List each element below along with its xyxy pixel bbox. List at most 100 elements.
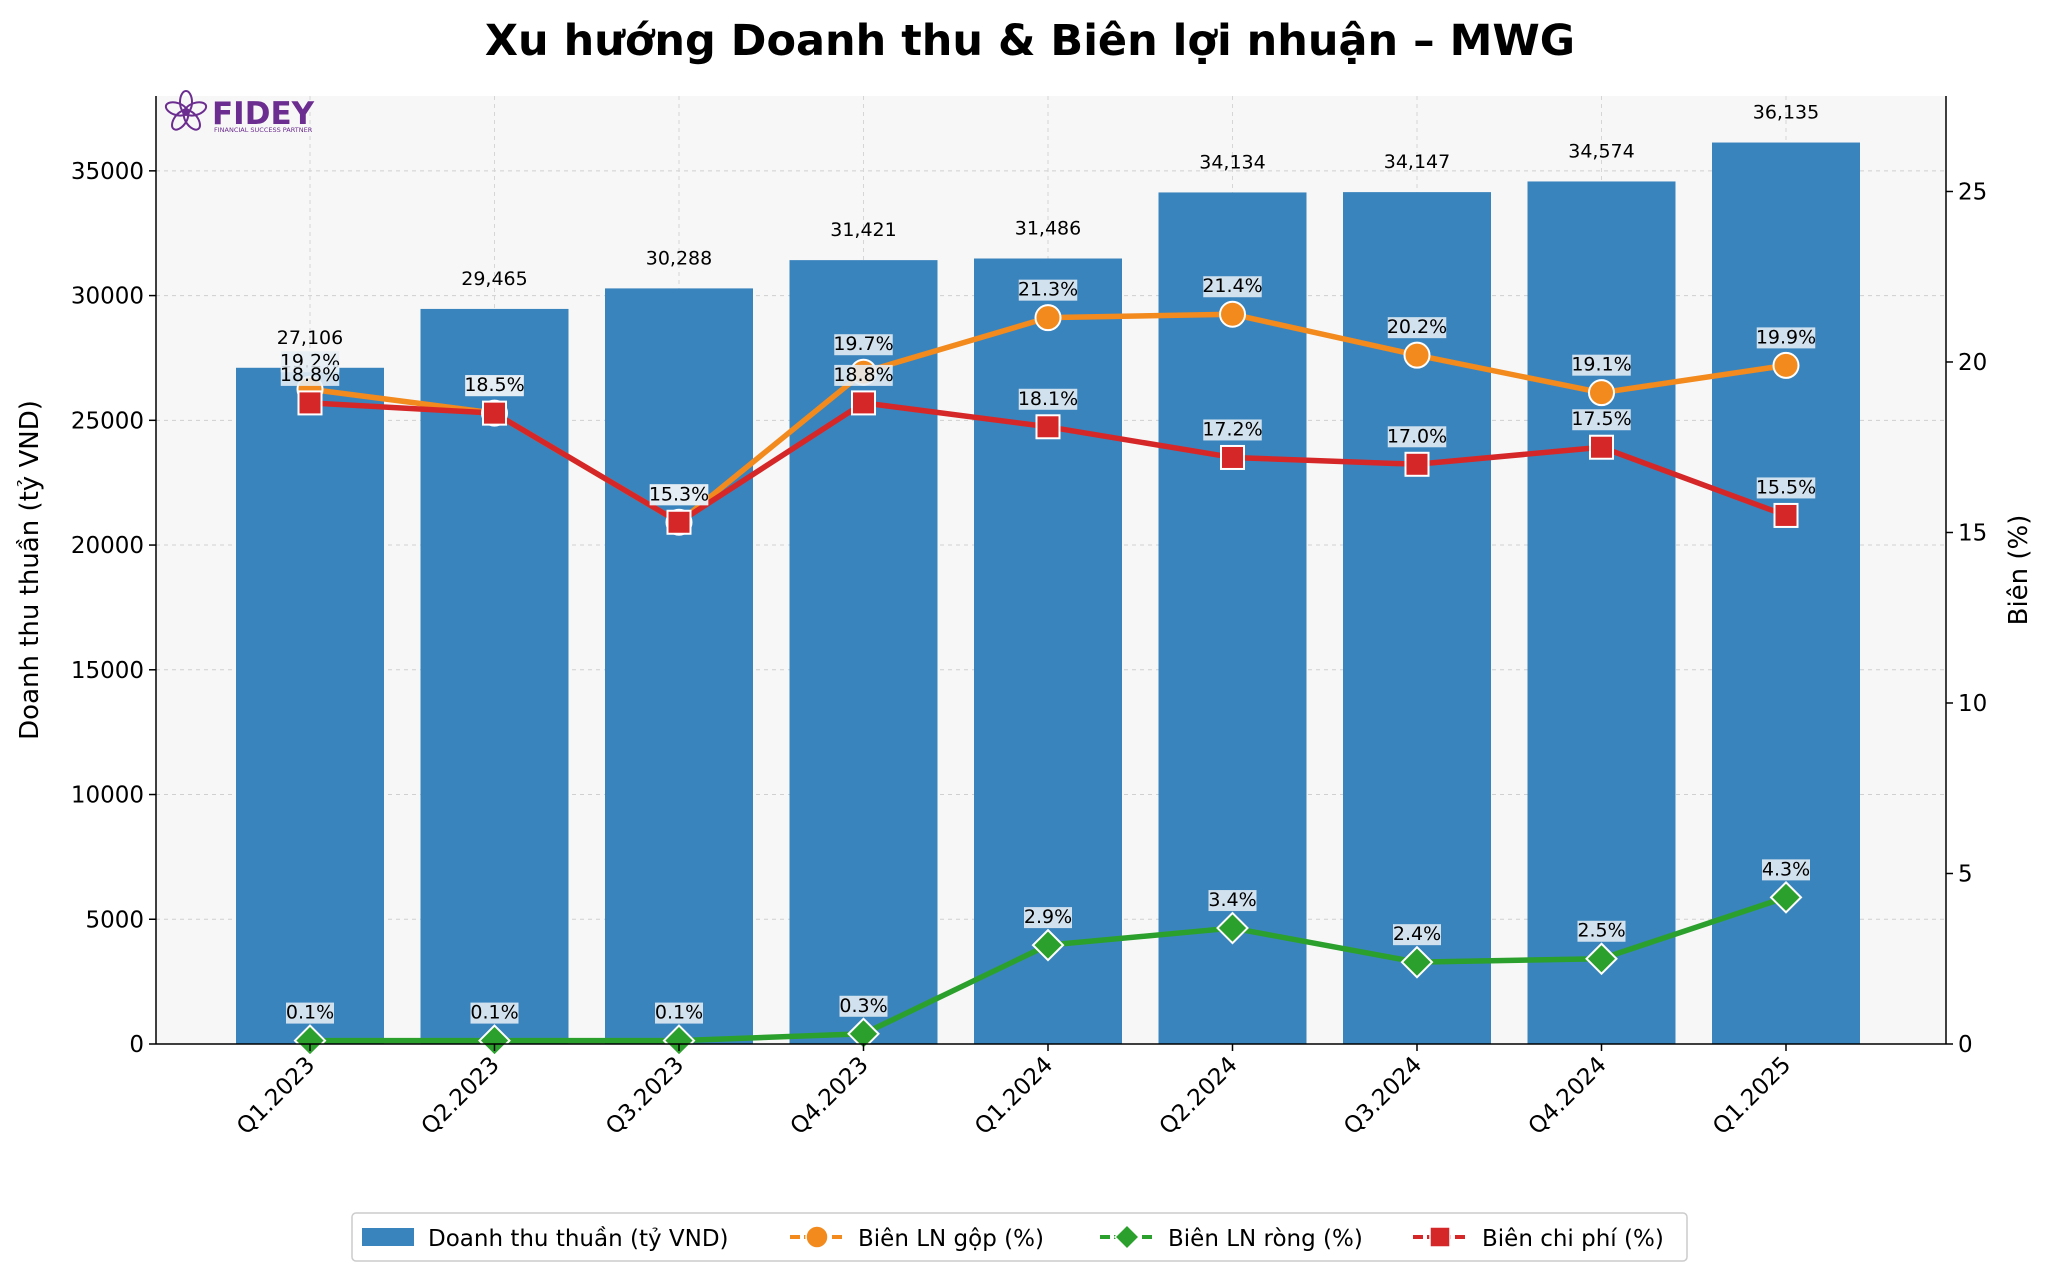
- net-margin-point: [1216, 911, 1249, 945]
- point-value-label: 19.1%: [1571, 354, 1631, 376]
- y2-tick-label: 20: [1958, 350, 1987, 376]
- revenue-bar: [236, 367, 384, 1045]
- legend-square-marker-icon: [1429, 1226, 1451, 1248]
- revenue-bar-value-label: 36,135: [1753, 102, 1819, 124]
- point-label-box: [1018, 279, 1078, 301]
- cost-margin-point: [1589, 434, 1614, 460]
- point-value-label: 19.7%: [833, 333, 893, 355]
- gross-margin-point: [1588, 379, 1615, 407]
- y2-tick-label: 0: [1958, 1032, 1973, 1058]
- point-label-box: [1762, 859, 1810, 881]
- cost-margin-point: [666, 509, 692, 535]
- point-label-box: [1203, 419, 1262, 441]
- cost-margin-point: [1773, 502, 1799, 528]
- y-tick-label: 5000: [85, 907, 144, 933]
- point-value-label: 2.5%: [1577, 920, 1625, 942]
- legend-box: [351, 1212, 1688, 1262]
- point-value-label: 17.0%: [1387, 425, 1447, 447]
- point-value-label: 20.2%: [1387, 316, 1447, 338]
- point-value-label: 2.9%: [1024, 906, 1072, 928]
- point-label-box: [655, 1002, 703, 1024]
- point-value-label: 19.9%: [1756, 326, 1816, 348]
- point-value-label: 0.1%: [655, 1002, 703, 1024]
- point-value-label: 0.3%: [839, 995, 887, 1017]
- revenue-bar-value-label: 31,486: [1015, 218, 1081, 240]
- net-margin-point: [662, 1024, 696, 1058]
- point-label-box: [1572, 354, 1631, 376]
- net-margin-point: [1031, 928, 1065, 962]
- cost-margin-point: [1220, 444, 1245, 470]
- legend-item-revenue: Doanh thu thuần (tỷ VND): [362, 1226, 729, 1252]
- legend-label-revenue: Doanh thu thuần (tỷ VND): [428, 1226, 729, 1252]
- point-label-box: [1577, 920, 1626, 942]
- point-label-box: [1572, 409, 1631, 431]
- y-tick-label: 15000: [71, 658, 144, 684]
- point-label-box: [1387, 317, 1447, 339]
- y2-tick-label: 10: [1958, 691, 1987, 717]
- y-tick-label: 35000: [71, 159, 144, 185]
- y-axis-label: Doanh thu thuần (tỷ VND): [15, 400, 45, 740]
- bar-label-layer: 27,106 29,465 30,288 31,421 31,486 34,134 34,1…: [277, 102, 1819, 349]
- legend-label-gross-margin: Biên LN gộp (%): [858, 1226, 1044, 1252]
- net-margin-point: [478, 1024, 511, 1058]
- point-value-label: 2.4%: [1393, 923, 1441, 945]
- cost-margin-point: [1404, 451, 1430, 477]
- point-label-box: [286, 1002, 334, 1024]
- point-label-box: [280, 364, 340, 386]
- point-label-box: [834, 334, 893, 356]
- legend-item-net-margin: Biên LN ròng (%): [1100, 1223, 1363, 1252]
- net-margin-point: [1585, 942, 1618, 976]
- point-value-label: 15.3%: [649, 483, 709, 505]
- y-tick-label: 20000: [71, 533, 144, 559]
- point-label-layer: 19.2%18.5%15.3%19.7%21.3%21.4%20.2%19.1%…: [280, 275, 1816, 1024]
- gross-margin-point: [1403, 341, 1431, 369]
- point-label-box: [470, 1002, 519, 1024]
- point-label-box: [839, 995, 888, 1017]
- revenue-bar-value-label: 31,421: [830, 219, 896, 241]
- legend-label-net-margin: Biên LN ròng (%): [1168, 1226, 1363, 1252]
- point-label-box: [834, 364, 893, 386]
- point-value-label: 21.4%: [1202, 275, 1262, 297]
- y-tick-label: 10000: [71, 783, 144, 809]
- cost-margin-point: [482, 400, 507, 426]
- point-value-label: 4.3%: [1762, 858, 1810, 880]
- point-value-label: 15.5%: [1756, 476, 1816, 498]
- legend-item-gross-margin: Biên LN gộp (%): [790, 1225, 1044, 1252]
- flower-logo-icon: [164, 90, 208, 131]
- point-label-box: [1387, 426, 1447, 448]
- fidey-logo: FIDEY FINANCIAL SUCCESS PARTNER: [164, 90, 315, 134]
- point-label-box: [1024, 907, 1072, 929]
- y2-axis-label: Biên (%): [2004, 515, 2034, 626]
- point-label-box: [649, 484, 709, 506]
- revenue-bar-value-label: 27,106: [277, 327, 343, 349]
- point-value-label: 18.8%: [833, 364, 893, 386]
- net-margin-point: [1769, 880, 1803, 914]
- revenue-bar: [420, 308, 569, 1044]
- legend-item-cost-margin: Biên chi phí (%): [1413, 1226, 1664, 1252]
- point-label-box: [1756, 477, 1816, 499]
- net-margin-point: [1400, 945, 1434, 979]
- y2-tick-label: 15: [1958, 520, 1987, 546]
- legend-circle-marker-icon: [805, 1225, 829, 1249]
- gross-margin-point: [1034, 304, 1062, 332]
- y-tick-label: 25000: [71, 408, 144, 434]
- point-value-label: 0.1%: [470, 1002, 518, 1024]
- y-tick-label: 0: [129, 1032, 144, 1058]
- y2-tick-label: 5: [1958, 861, 1973, 887]
- point-value-label: 17.2%: [1202, 418, 1262, 440]
- point-value-label: 18.8%: [280, 364, 340, 386]
- logo-tagline: FINANCIAL SUCCESS PARTNER: [214, 126, 313, 134]
- revenue-bar: [605, 288, 753, 1044]
- revenue-bar-value-label: 30,288: [646, 247, 712, 269]
- point-value-label: 21.3%: [1018, 279, 1078, 301]
- point-value-label: 18.1%: [1018, 388, 1078, 410]
- point-label-box: [1018, 388, 1078, 410]
- point-label-box: [465, 375, 524, 397]
- legend-diamond-marker-icon: [1113, 1223, 1141, 1251]
- point-label-box: [1208, 890, 1257, 912]
- revenue-bar-value-label: 34,147: [1384, 151, 1450, 173]
- chart-title: Xu hướng Doanh thu & Biên lợi nhuận – MW…: [485, 16, 1575, 66]
- point-label-box: [1203, 276, 1262, 298]
- point-label-box: [1393, 924, 1441, 946]
